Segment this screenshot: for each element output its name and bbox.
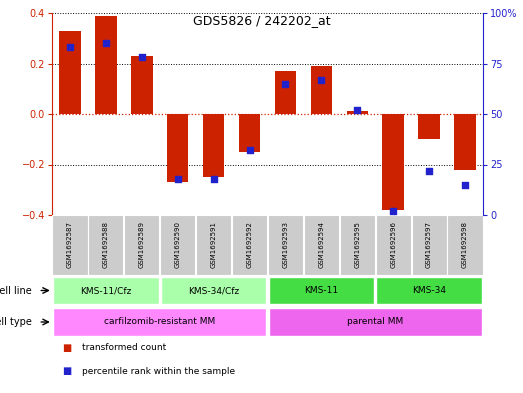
Bar [88, 215, 123, 275]
Bar [196, 215, 231, 275]
Bar [340, 215, 375, 275]
Bar [454, 114, 476, 169]
Text: ■: ■ [62, 366, 72, 376]
Text: GSM1692593: GSM1692593 [282, 222, 289, 268]
Bar [412, 215, 447, 275]
Bar [52, 215, 87, 275]
Point [461, 182, 469, 188]
Point [317, 77, 325, 83]
Text: GSM1692596: GSM1692596 [390, 222, 396, 268]
Point [245, 147, 254, 154]
Text: GSM1692595: GSM1692595 [354, 222, 360, 268]
Text: GSM1692590: GSM1692590 [175, 222, 181, 268]
Point [101, 40, 110, 46]
Bar [160, 215, 195, 275]
Point [353, 107, 361, 113]
Bar [448, 215, 483, 275]
Point [389, 208, 397, 214]
Bar [382, 114, 404, 210]
Text: parental MM: parental MM [347, 318, 403, 327]
Point [281, 81, 290, 87]
Bar [53, 308, 266, 336]
Bar [167, 114, 188, 182]
Text: GSM1692592: GSM1692592 [246, 222, 253, 268]
Bar [131, 56, 153, 114]
Bar [53, 277, 158, 305]
Text: GSM1692589: GSM1692589 [139, 222, 145, 268]
Text: percentile rank within the sample: percentile rank within the sample [82, 367, 235, 376]
Text: KMS-34/Cfz: KMS-34/Cfz [188, 286, 239, 295]
Bar [203, 114, 224, 177]
Point [174, 176, 182, 182]
Text: GSM1692588: GSM1692588 [103, 222, 109, 268]
Bar [161, 277, 266, 305]
Bar [304, 215, 339, 275]
Text: GDS5826 / 242202_at: GDS5826 / 242202_at [192, 14, 331, 27]
Point [209, 176, 218, 182]
Text: GSM1692587: GSM1692587 [67, 222, 73, 268]
Text: KMS-34: KMS-34 [412, 286, 446, 295]
Point [138, 54, 146, 61]
Text: KMS-11/Cfz: KMS-11/Cfz [80, 286, 132, 295]
Text: cell line: cell line [0, 285, 32, 296]
Bar [347, 112, 368, 114]
Text: GSM1692594: GSM1692594 [319, 222, 324, 268]
Bar [376, 215, 411, 275]
Text: carfilzomib-resistant MM: carfilzomib-resistant MM [104, 318, 215, 327]
Text: ■: ■ [62, 343, 72, 353]
Bar [269, 277, 374, 305]
Text: cell type: cell type [0, 317, 32, 327]
Text: GSM1692597: GSM1692597 [426, 222, 432, 268]
Bar [269, 308, 482, 336]
Bar [239, 114, 260, 152]
Bar [268, 215, 303, 275]
Text: GSM1692598: GSM1692598 [462, 222, 468, 268]
Bar [275, 71, 296, 114]
Bar [59, 31, 81, 114]
Point [425, 167, 434, 174]
Text: transformed count: transformed count [82, 343, 167, 352]
Bar [232, 215, 267, 275]
Text: GSM1692591: GSM1692591 [211, 222, 217, 268]
Text: KMS-11: KMS-11 [304, 286, 338, 295]
Bar [124, 215, 160, 275]
Bar [377, 277, 482, 305]
Bar [95, 16, 117, 114]
Bar [311, 66, 332, 114]
Bar [418, 114, 440, 139]
Point [66, 44, 74, 50]
